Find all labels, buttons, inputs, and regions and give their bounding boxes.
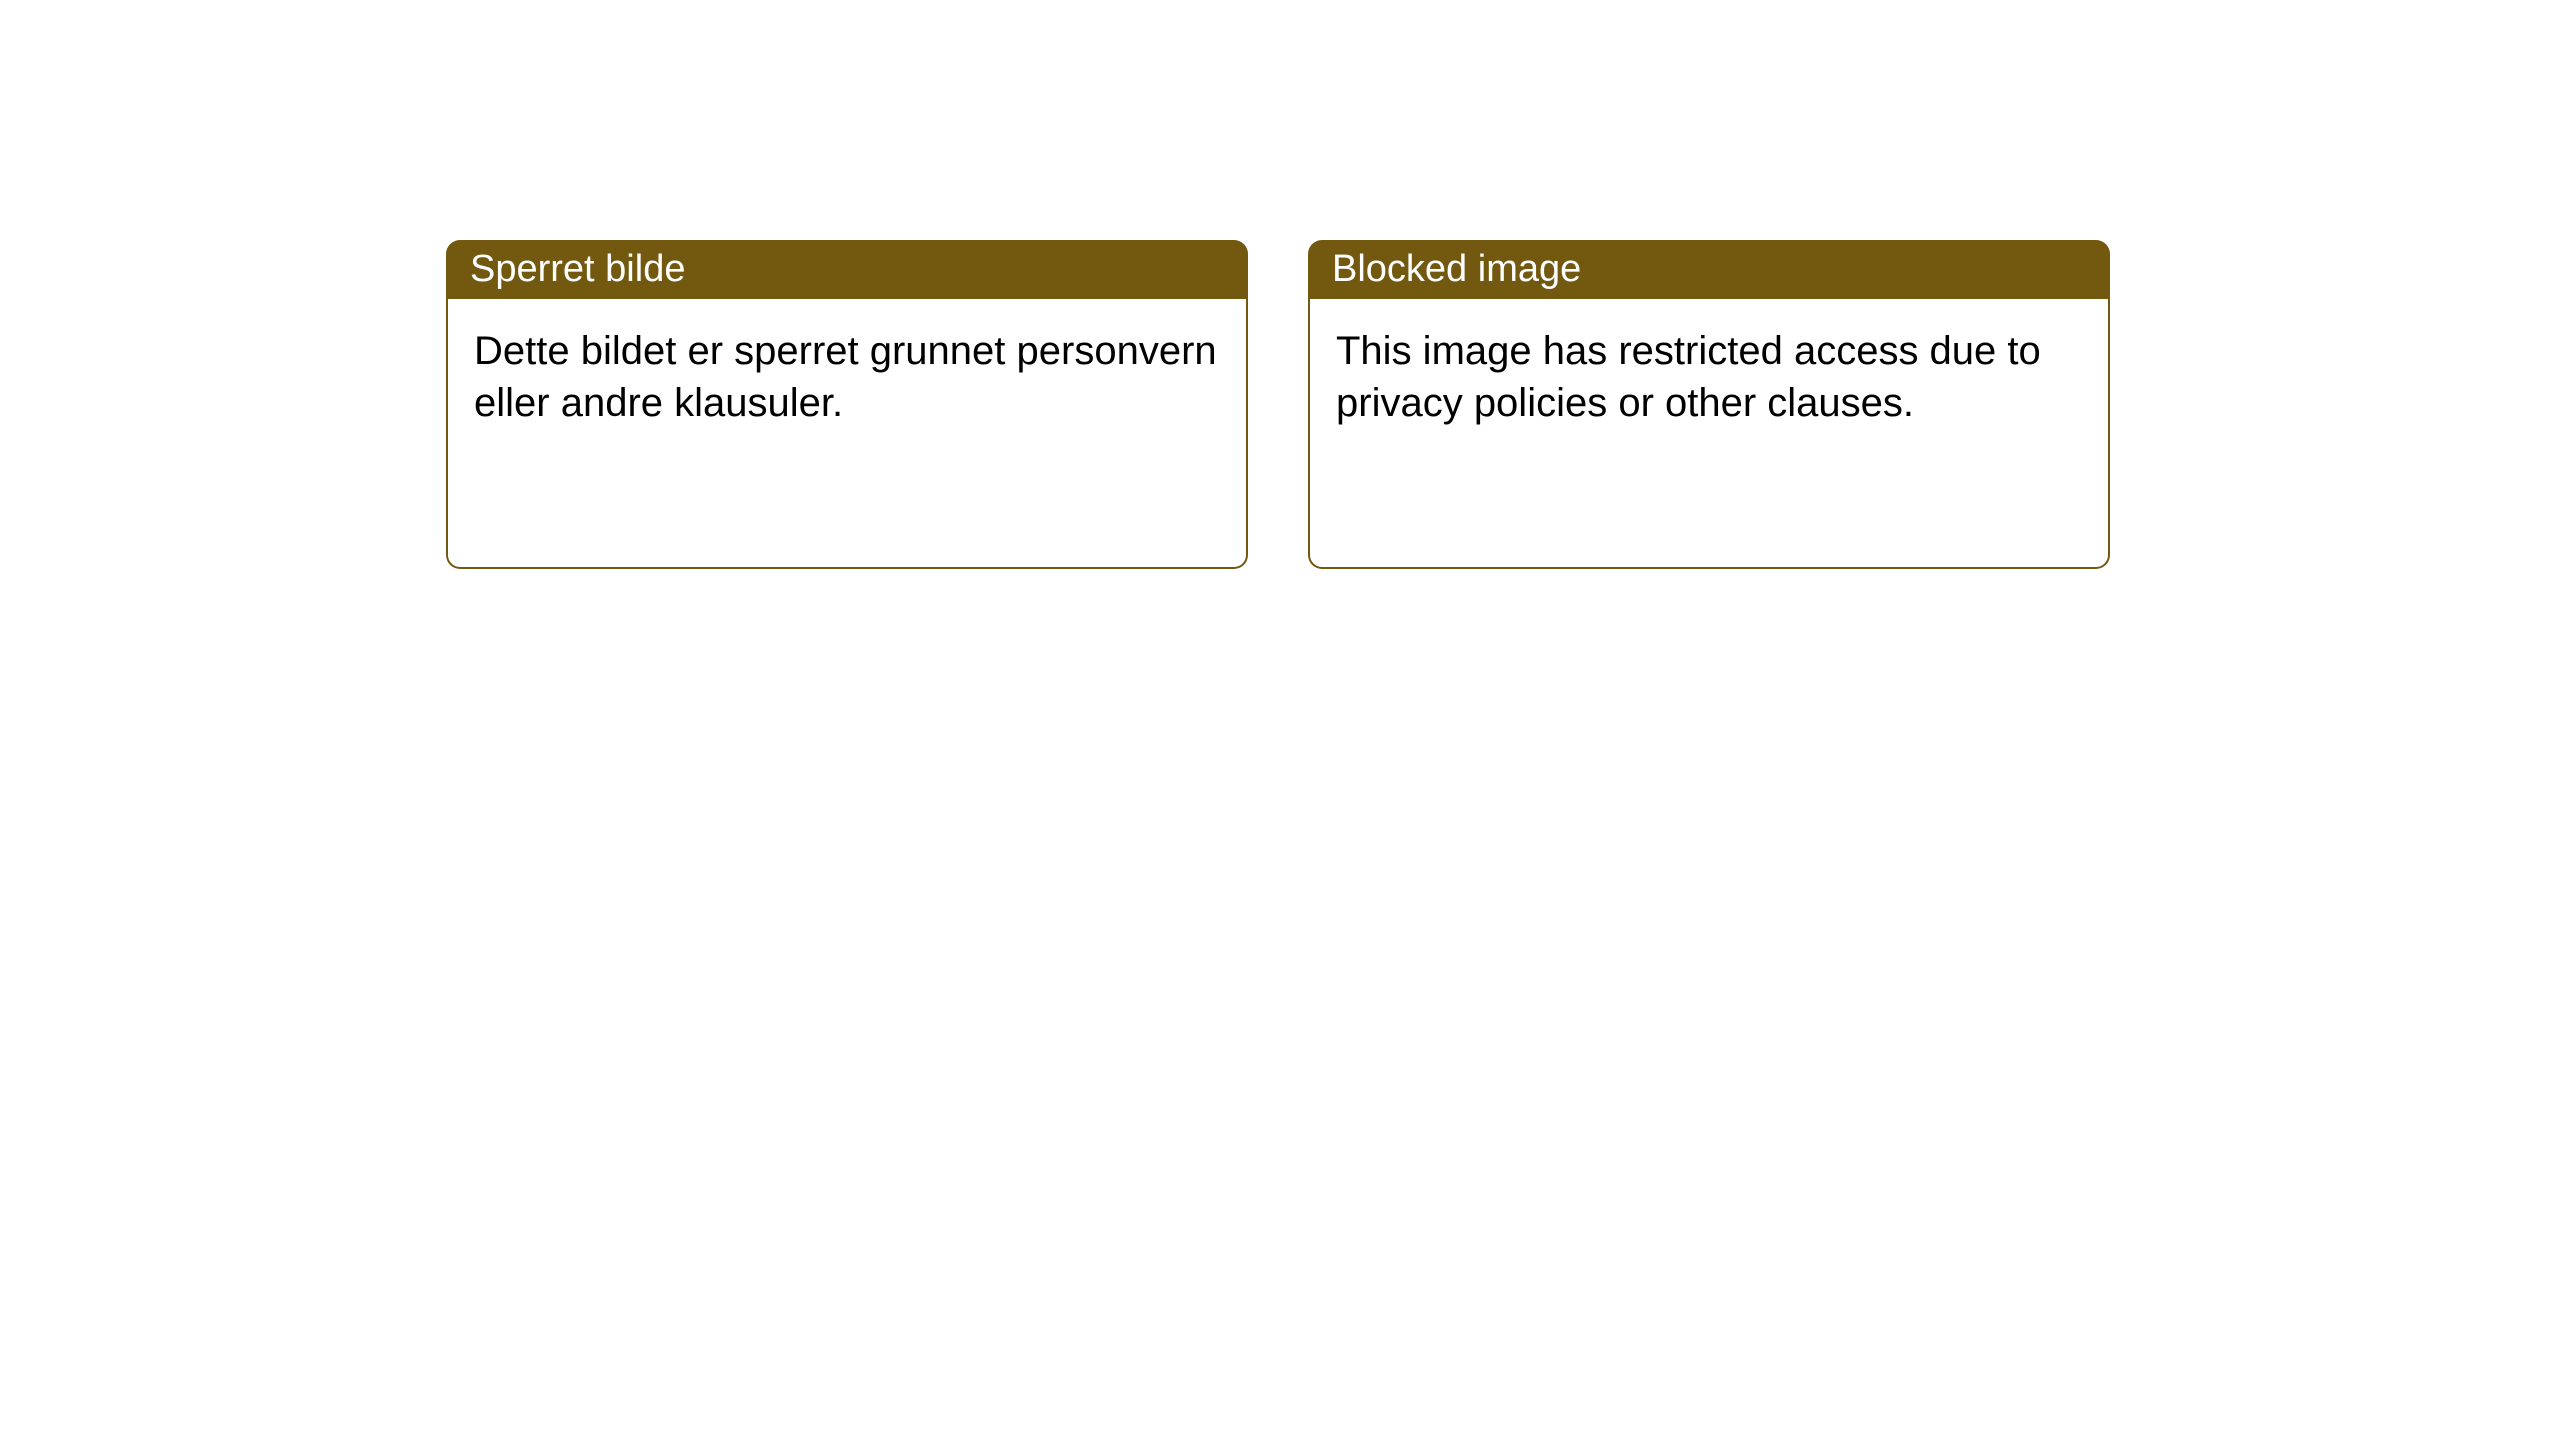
- card-body: Dette bildet er sperret grunnet personve…: [446, 299, 1248, 569]
- card-body: This image has restricted access due to …: [1308, 299, 2110, 569]
- card-header: Blocked image: [1308, 240, 2110, 299]
- cards-container: Sperret bilde Dette bildet er sperret gr…: [446, 240, 2110, 572]
- blocked-image-card-no: Sperret bilde Dette bildet er sperret gr…: [446, 240, 1248, 572]
- card-header: Sperret bilde: [446, 240, 1248, 299]
- blocked-image-card-en: Blocked image This image has restricted …: [1308, 240, 2110, 572]
